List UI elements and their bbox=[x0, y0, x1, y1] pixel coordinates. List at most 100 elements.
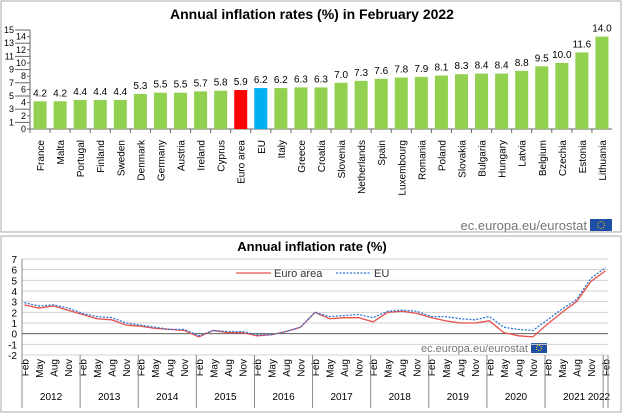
bar-lithuania bbox=[595, 36, 609, 129]
x-tick-label: Feb bbox=[253, 359, 264, 377]
bar-spain bbox=[374, 78, 388, 129]
x-tick-label: Nov bbox=[471, 359, 482, 377]
x-tick-label: Sweden bbox=[116, 140, 127, 176]
x-tick-label: Poland bbox=[437, 140, 448, 171]
y-tick-label: 5 bbox=[9, 91, 14, 101]
x-tick-label: Czechia bbox=[558, 140, 569, 177]
series-eu bbox=[24, 267, 606, 337]
x-tick-label: Austria bbox=[177, 140, 188, 172]
bar-greece bbox=[294, 87, 308, 129]
data-label: 6.3 bbox=[294, 74, 308, 85]
bar-latvia bbox=[515, 70, 529, 129]
x-tick-label: Belgium bbox=[538, 140, 549, 176]
bar-luxembourg bbox=[394, 77, 408, 129]
x-tick-label: Nov bbox=[355, 359, 366, 377]
x-tick-label: Aug bbox=[456, 359, 467, 377]
y-tick-label: 7 bbox=[11, 255, 17, 266]
x-tick-label: Nov bbox=[238, 359, 249, 377]
bar-czechia bbox=[555, 63, 569, 129]
year-label: 2016 bbox=[272, 392, 295, 403]
x-tick-label: Feb bbox=[20, 359, 31, 377]
x-tick-label: May bbox=[326, 359, 337, 378]
data-label: 5.8 bbox=[214, 78, 228, 89]
bar-france bbox=[33, 101, 47, 129]
bar-eu bbox=[254, 88, 268, 129]
year-label: 2018 bbox=[389, 392, 412, 403]
data-label: 7.3 bbox=[354, 68, 368, 79]
x-tick-label: May bbox=[500, 359, 511, 378]
y-tick-label: 13 bbox=[4, 38, 14, 48]
x-tick-label: Italy bbox=[277, 140, 288, 158]
x-tick-label: EU bbox=[257, 140, 268, 154]
data-label: 6.2 bbox=[274, 75, 288, 86]
legend-label: Euro area bbox=[274, 268, 323, 280]
data-label: 8.1 bbox=[434, 63, 448, 74]
y-tick-label: 1 bbox=[11, 319, 17, 330]
y-tick-label: 14 bbox=[16, 32, 26, 42]
x-tick-label: May bbox=[151, 359, 162, 378]
data-label: 5.5 bbox=[174, 80, 188, 91]
bar-slovenia bbox=[334, 82, 348, 129]
data-label: 8.4 bbox=[475, 61, 489, 72]
x-tick-label: France bbox=[36, 140, 47, 172]
line-chart-title: Annual inflation rate (%) bbox=[237, 239, 387, 254]
bar-cyprus bbox=[214, 90, 228, 129]
y-tick-label: 4 bbox=[21, 98, 26, 108]
bar-italy bbox=[274, 88, 288, 129]
year-label: 2020 bbox=[505, 392, 528, 403]
x-tick-label: May bbox=[442, 359, 453, 378]
data-label: 5.3 bbox=[133, 81, 147, 92]
x-tick-label: Aug bbox=[340, 359, 351, 377]
data-label: 6.2 bbox=[254, 75, 268, 86]
y-tick-label: 2 bbox=[11, 308, 17, 319]
line-chart-source: ec.europa.eu/eurostat bbox=[421, 343, 528, 355]
x-tick-label: Germany bbox=[156, 140, 167, 181]
x-tick-label: Feb bbox=[602, 359, 613, 377]
x-tick-label: Feb bbox=[79, 359, 90, 377]
bar-chart-source: ec.europa.eu/eurostat bbox=[461, 218, 588, 233]
x-tick-label: Feb bbox=[369, 359, 380, 377]
x-tick-label: Feb bbox=[485, 359, 496, 377]
y-tick-label: 7 bbox=[9, 78, 14, 88]
bar-bulgaria bbox=[475, 73, 489, 129]
y-tick-label: 0 bbox=[11, 330, 17, 341]
year-label: 2022 bbox=[588, 392, 611, 403]
x-tick-label: Nov bbox=[529, 359, 540, 377]
y-tick-label: 6 bbox=[11, 266, 17, 277]
x-tick-label: Aug bbox=[282, 359, 293, 377]
x-tick-label: Cyprus bbox=[217, 140, 228, 172]
data-label: 10.0 bbox=[552, 50, 572, 61]
bar-netherlands bbox=[354, 80, 368, 129]
x-tick-label: Euro area bbox=[237, 140, 248, 184]
x-tick-label: Nov bbox=[122, 359, 133, 377]
x-tick-label: Bulgaria bbox=[478, 140, 489, 177]
eu-flag-icon bbox=[531, 343, 547, 353]
x-tick-label: May bbox=[558, 359, 569, 378]
x-tick-label: Aug bbox=[398, 359, 409, 377]
year-label: 2019 bbox=[447, 392, 470, 403]
x-tick-label: Feb bbox=[195, 359, 206, 377]
data-label: 4.2 bbox=[33, 88, 47, 99]
bar-poland bbox=[434, 75, 448, 129]
x-tick-label: Malta bbox=[56, 140, 67, 165]
x-tick-label: Slovenia bbox=[337, 140, 348, 179]
y-tick-label: 0 bbox=[21, 124, 26, 134]
data-label: 9.5 bbox=[535, 53, 549, 64]
legend-label: EU bbox=[374, 268, 389, 280]
bar-germany bbox=[153, 92, 167, 129]
year-label: 2013 bbox=[98, 392, 121, 403]
x-tick-label: Aug bbox=[108, 359, 119, 377]
x-tick-label: Finland bbox=[96, 140, 107, 173]
x-tick-label: Aug bbox=[573, 359, 584, 377]
x-tick-label: Luxembourg bbox=[397, 140, 408, 196]
bar-chart-title: Annual inflation rates (%) in February 2… bbox=[170, 6, 454, 22]
data-label: 8.3 bbox=[455, 61, 469, 72]
year-label: 2015 bbox=[214, 392, 237, 403]
data-label: 7.8 bbox=[394, 65, 408, 76]
x-tick-label: May bbox=[384, 359, 395, 378]
bar-denmark bbox=[133, 94, 147, 129]
line-chart-frame bbox=[0, 235, 622, 413]
bar-belgium bbox=[535, 66, 549, 129]
